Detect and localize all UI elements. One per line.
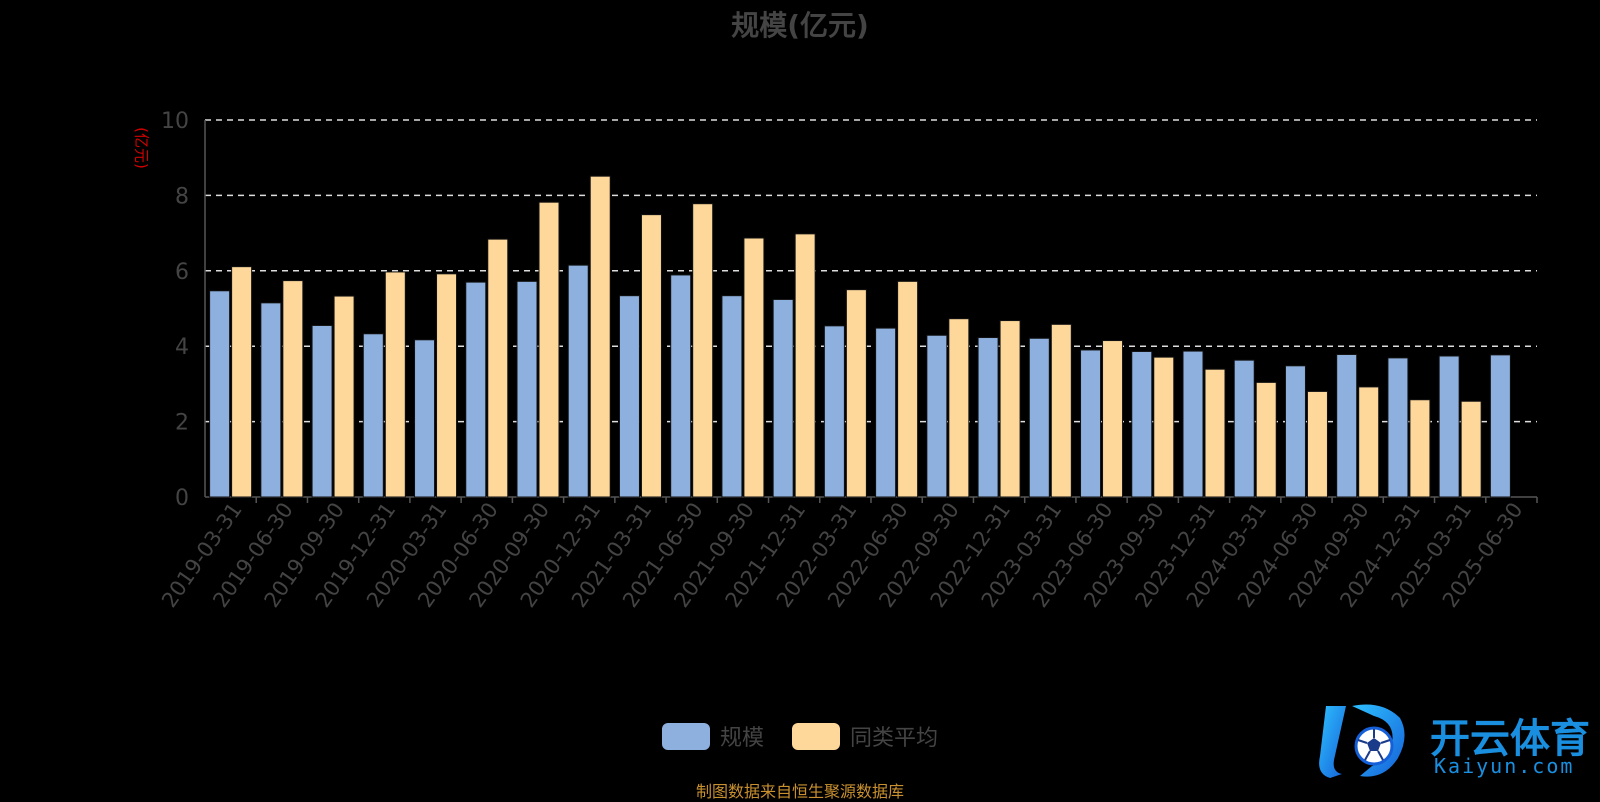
bar-scale — [414, 339, 436, 498]
legend: 规模 同类平均 — [0, 720, 1600, 752]
watermark-brand-cn: 开云体育 — [1430, 716, 1590, 762]
bar-peer-average — [743, 237, 765, 498]
bar-scale — [311, 324, 333, 498]
bar-scale — [823, 325, 845, 498]
bar-peer-average — [487, 238, 509, 498]
bar-peer-average — [436, 273, 458, 498]
legend-swatch-peer-average — [792, 722, 840, 750]
bar-peer-average — [1306, 390, 1328, 498]
legend-label-scale: 规模 — [719, 726, 764, 751]
bar-scale — [670, 274, 692, 498]
watermark-logo: 开云体育 Kaiyun.com — [1312, 700, 1592, 784]
bar-peer-average — [640, 214, 662, 498]
kaiyun-logo-icon — [1319, 704, 1405, 778]
y-tick-label: 2 — [175, 411, 189, 436]
legend-swatch-scale — [661, 722, 710, 750]
bar-peer-average — [1102, 340, 1124, 498]
bar-peer-average — [1050, 323, 1072, 498]
bar-scale — [977, 337, 999, 498]
bar-peer-average — [692, 203, 714, 498]
bar-scale — [209, 290, 231, 498]
y-tick-label: 0 — [175, 486, 189, 511]
y-tick-label: 6 — [175, 260, 189, 285]
bar-scale — [772, 298, 794, 498]
bar-scale — [1387, 357, 1409, 498]
bar-peer-average — [897, 280, 919, 498]
bar-peer-average — [1204, 368, 1226, 498]
bar-peer-average — [231, 266, 253, 498]
bar-scale — [1284, 365, 1306, 498]
bar-scale — [926, 334, 948, 498]
bar-scale — [721, 295, 743, 498]
bar-peer-average — [1153, 356, 1175, 498]
bar-peer-average — [1358, 386, 1380, 498]
y-tick-label: 10 — [161, 109, 189, 134]
bar-scale — [362, 333, 384, 498]
bar-peer-average — [948, 318, 970, 498]
bar-scale — [618, 295, 640, 498]
bar-scale — [516, 280, 538, 498]
bar-scale — [260, 302, 282, 498]
bar-peer-average — [282, 280, 304, 498]
bar-peer-average — [1409, 399, 1431, 498]
bar-scale — [1489, 354, 1511, 498]
bar-peer-average — [333, 295, 355, 498]
legend-label-peer-average: 同类平均 — [850, 726, 939, 751]
bar-peer-average — [845, 289, 867, 498]
bar-peer-average — [1460, 400, 1482, 498]
legend-item-peer-average[interactable]: 同类平均 — [792, 720, 938, 752]
bar-peer-average — [589, 175, 611, 498]
bar-scale — [1131, 350, 1153, 498]
bar-scale — [1438, 355, 1460, 498]
bar-scale — [1080, 349, 1102, 498]
bar-scale — [1182, 350, 1204, 498]
bar-peer-average — [794, 233, 816, 498]
bar-scale — [1336, 353, 1358, 498]
bar-peer-average — [384, 271, 406, 498]
legend-item-scale[interactable]: 规模 — [661, 720, 764, 752]
bar-scale — [1233, 359, 1255, 498]
bar-scale — [875, 327, 897, 498]
y-tick-label: 4 — [175, 335, 189, 360]
bar-scale — [567, 264, 589, 498]
bar-peer-average — [1255, 381, 1277, 498]
watermark-brand-en: Kaiyun.com — [1434, 754, 1575, 778]
bar-peer-average — [999, 320, 1021, 498]
bar-peer-average — [538, 201, 560, 498]
chart-title: 规模(亿元) — [731, 9, 869, 42]
bar-scale — [465, 281, 487, 498]
source-note: 制图数据来自恒生聚源数据库 — [695, 782, 904, 801]
y-tick-label: 8 — [175, 184, 189, 209]
bar-scale — [1028, 337, 1050, 498]
